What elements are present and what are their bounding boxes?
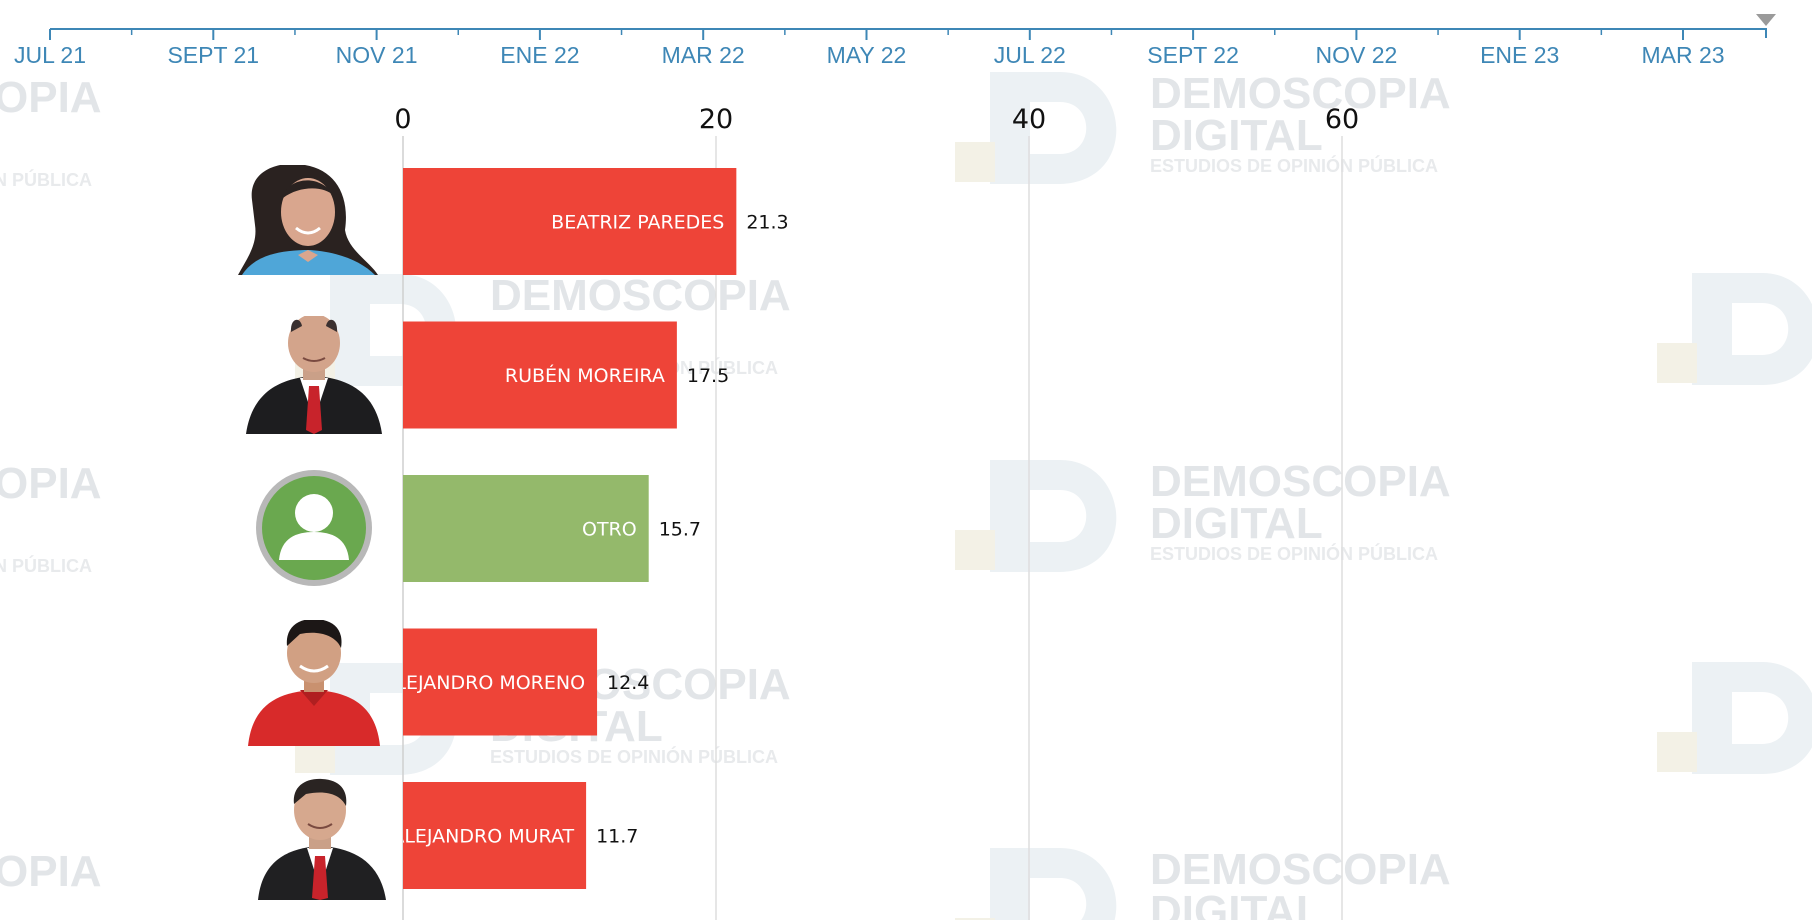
bar-value-label: 12.4 [607, 672, 649, 694]
watermark-line3: ESTUDIOS DE OPINIÓN PÚBLICA [1150, 543, 1438, 564]
watermark-partial-1: OPIA N PÚBLICA [0, 73, 102, 190]
watermark-line3: ESTUDIOS DE OPINIÓN PÚBLICA [490, 746, 778, 767]
avatar-alejandro-murat-icon [258, 778, 386, 900]
bar-category-label: OTRO [582, 519, 637, 541]
x-tick-label: 20 [699, 104, 733, 135]
avatar-beatriz-paredes-icon [238, 165, 378, 275]
bar-category-label: ALEJANDRO MURAT [391, 826, 574, 848]
bar-category-label: ALEJANDRO MORENO [382, 672, 585, 694]
watermark-line2: DIGITAL [1150, 111, 1323, 160]
watermark-d-icon [990, 460, 1117, 572]
watermark-line1: DEMOSCOPIA [1150, 457, 1451, 506]
avatar-otro-user-icon [256, 470, 372, 586]
bar-value-label: 11.7 [596, 826, 638, 848]
bar [403, 321, 677, 429]
bar [403, 168, 737, 275]
avatars-group [238, 165, 386, 900]
watermark-edge-square-icon [1657, 732, 1697, 772]
bar-value-label: 15.7 [659, 519, 701, 541]
timeline-label[interactable]: MAY 22 [827, 42, 907, 68]
bar [403, 475, 649, 582]
avatar-alejandro-moreno-icon [248, 620, 380, 746]
watermark-line1: DEMOSCOPIA [490, 271, 791, 320]
watermark-line2: DIGITAL [1150, 499, 1323, 548]
watermark-edge-square-icon [1657, 343, 1697, 383]
timeline-label[interactable]: SEPT 21 [167, 42, 259, 68]
watermark-partial-line3: N PÚBLICA [0, 169, 92, 190]
bar [403, 782, 587, 889]
watermark-partial-2: OPIA N PÚBLICA [0, 459, 102, 576]
watermark-square-icon [955, 142, 995, 182]
timeline-label[interactable]: MAR 22 [662, 42, 745, 68]
watermark-line1: DEMOSCOPIA [1150, 845, 1451, 894]
bars-group: BEATRIZ PAREDES 21.3 RUBÉN MOREIRA 17.5 OTRO… [382, 168, 789, 889]
timeline-ticks [49, 29, 1767, 40]
timeline-labels: JUL 21 SEPT 21 NOV 21 ENE 22 MAR 22 MAY 22 JUL… [14, 42, 1725, 68]
watermark-square-icon [955, 530, 995, 570]
watermark-d-icon [990, 72, 1117, 184]
watermark-partial-line1: OPIA [0, 73, 102, 122]
watermark-partial-line3: N PÚBLICA [0, 555, 92, 576]
timeline-label[interactable]: ENE 23 [1480, 42, 1559, 68]
watermark-d-icon [990, 848, 1117, 920]
bar-category-label: RUBÉN MOREIRA [505, 364, 665, 387]
watermark-edge-d-icon [1692, 273, 1812, 385]
watermark-line3: ESTUDIOS DE OPINIÓN PÚBLICA [1150, 155, 1438, 176]
timeline-label[interactable]: NOV 21 [336, 42, 418, 68]
avatar-ruben-moreira-icon [246, 316, 382, 434]
x-tick-label: 60 [1325, 104, 1359, 135]
watermark-partial-line1: OPIA [0, 459, 102, 508]
watermark-edge-d-icon [1692, 662, 1812, 774]
bar-value-label: 21.3 [746, 212, 788, 234]
x-tick-label: 0 [394, 104, 411, 135]
timeline-label[interactable]: JUL 22 [994, 42, 1066, 68]
x-axis-ticks: 0 20 40 60 [394, 104, 1359, 135]
watermark-line1: DEMOSCOPIA [1150, 69, 1451, 118]
timeline-label[interactable]: JUL 21 [14, 42, 86, 68]
bar [403, 628, 598, 736]
timeline-label[interactable]: MAR 23 [1641, 42, 1724, 68]
timeline-slider[interactable]: JUL 21 SEPT 21 NOV 21 ENE 22 MAR 22 MAY 22 JUL… [14, 14, 1776, 68]
watermark-partial-line1: OPIA [0, 847, 102, 896]
timeline-handle-icon[interactable] [1756, 14, 1776, 26]
timeline-label[interactable]: NOV 22 [1315, 42, 1397, 68]
bar-value-label: 17.5 [687, 365, 729, 387]
timeline-label[interactable]: SEPT 22 [1147, 42, 1239, 68]
watermark-line2: DIGITAL [1150, 887, 1323, 920]
bar-category-label: BEATRIZ PAREDES [551, 212, 724, 234]
timeline-label[interactable]: ENE 22 [500, 42, 579, 68]
watermark-square-icon [955, 918, 995, 920]
x-tick-label: 40 [1012, 104, 1046, 135]
